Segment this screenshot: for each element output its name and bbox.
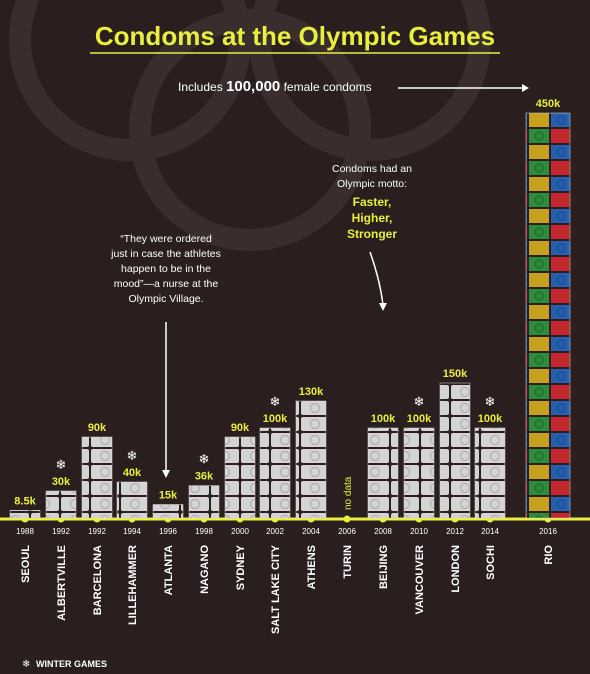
value-label: 100k xyxy=(371,413,396,425)
x-tick-label: SALT LAKE CITY xyxy=(270,544,282,634)
annotation: Faster, xyxy=(353,195,392,209)
year-label: 1998 xyxy=(195,527,213,536)
winter-icon: ❄ xyxy=(485,394,496,409)
year-label: 1988 xyxy=(16,527,34,536)
value-label: 36k xyxy=(195,471,214,483)
winter-icon: ❄ xyxy=(199,452,210,467)
year-label: 2008 xyxy=(374,527,392,536)
annotation: just in case the athletes xyxy=(110,248,221,260)
value-label: 15k xyxy=(159,490,178,502)
x-tick-label: SOCHI xyxy=(485,545,497,580)
bar xyxy=(9,510,41,519)
bar xyxy=(224,436,256,519)
bar xyxy=(188,485,220,519)
year-label: 2002 xyxy=(266,527,284,536)
chart-title: Condoms at the Olympic Games xyxy=(95,21,495,51)
bar xyxy=(525,112,571,519)
year-label: 1992 xyxy=(88,527,106,536)
background-rings xyxy=(9,0,491,251)
x-tick-label: SYDNEY xyxy=(235,544,247,590)
axis-dot xyxy=(343,515,351,523)
year-label: 2012 xyxy=(446,527,464,536)
x-tick-label: LONDON xyxy=(450,545,462,593)
annotation: “They were ordered xyxy=(120,233,212,245)
annotation: Condoms had an xyxy=(332,163,412,175)
value-label: 8.5k xyxy=(14,495,36,507)
x-tick-label: BEIJING xyxy=(378,545,390,589)
annotation: happen to be in the xyxy=(121,263,211,275)
bar xyxy=(152,504,184,519)
bar xyxy=(45,490,77,519)
value-label: 150k xyxy=(443,368,468,380)
x-tick-label: ALBERTVILLE xyxy=(56,545,68,621)
year-label: 1992 xyxy=(52,527,70,536)
value-label: 450k xyxy=(536,98,561,110)
bar xyxy=(403,427,435,519)
year-label: 1996 xyxy=(159,527,177,536)
arrow xyxy=(369,251,384,306)
note-part: female condoms xyxy=(280,80,371,94)
value-label: 100k xyxy=(478,413,503,425)
year-label: 2014 xyxy=(481,527,499,536)
value-label: 100k xyxy=(263,413,288,425)
arrow-head xyxy=(162,470,170,478)
annotation: Higher, xyxy=(352,211,393,225)
note-part: Includes xyxy=(178,80,226,94)
winter-icon: ❄ xyxy=(270,394,281,409)
bar xyxy=(295,400,327,519)
year-label: 2016 xyxy=(539,527,557,536)
x-tick-label: ATHENS xyxy=(306,545,318,589)
x-tick-label: RIO xyxy=(543,545,555,565)
note-part: 100,000 xyxy=(226,78,280,95)
annotation: mood”—a nurse at the xyxy=(114,278,219,290)
year-label: 2010 xyxy=(410,527,428,536)
year-label: 2006 xyxy=(338,527,356,536)
value-label: 30k xyxy=(52,476,71,488)
value-label: no data xyxy=(343,476,354,510)
x-tick-label: BARCELONA xyxy=(92,545,104,615)
bar xyxy=(116,481,148,519)
bar xyxy=(81,436,113,519)
bar xyxy=(367,427,399,519)
winter-icon: ❄ xyxy=(56,457,67,472)
bar xyxy=(259,427,291,519)
x-tick-label: TURIN xyxy=(342,545,354,579)
bar xyxy=(439,382,471,519)
year-label: 2000 xyxy=(231,527,249,536)
legend-icon: ❄ xyxy=(22,659,30,669)
x-tick-label: VANCOUVER xyxy=(414,545,426,615)
x-tick-label: NAGANO xyxy=(199,545,211,594)
arrow-head xyxy=(379,303,387,311)
legend-label: WINTER GAMES xyxy=(36,659,107,669)
x-tick-label: ATLANTA xyxy=(163,545,175,595)
arrow-head xyxy=(522,84,529,92)
value-label: 40k xyxy=(123,467,142,479)
annotation: Olympic motto: xyxy=(337,178,407,190)
value-label: 90k xyxy=(88,422,107,434)
x-tick-label: SEOUL xyxy=(20,545,32,583)
annotation: Olympic Village. xyxy=(128,293,203,305)
x-tick-label: LILLEHAMMER xyxy=(127,545,139,625)
winter-icon: ❄ xyxy=(127,448,138,463)
year-label: 1994 xyxy=(123,527,141,536)
year-label: 2004 xyxy=(302,527,320,536)
value-label: 130k xyxy=(299,386,324,398)
value-label: 100k xyxy=(407,413,432,425)
value-label: 90k xyxy=(231,422,250,434)
bar xyxy=(474,427,506,519)
rio-note: Includes 100,000 female condoms xyxy=(178,78,372,95)
annotation: Stronger xyxy=(347,227,397,241)
winter-icon: ❄ xyxy=(414,394,425,409)
